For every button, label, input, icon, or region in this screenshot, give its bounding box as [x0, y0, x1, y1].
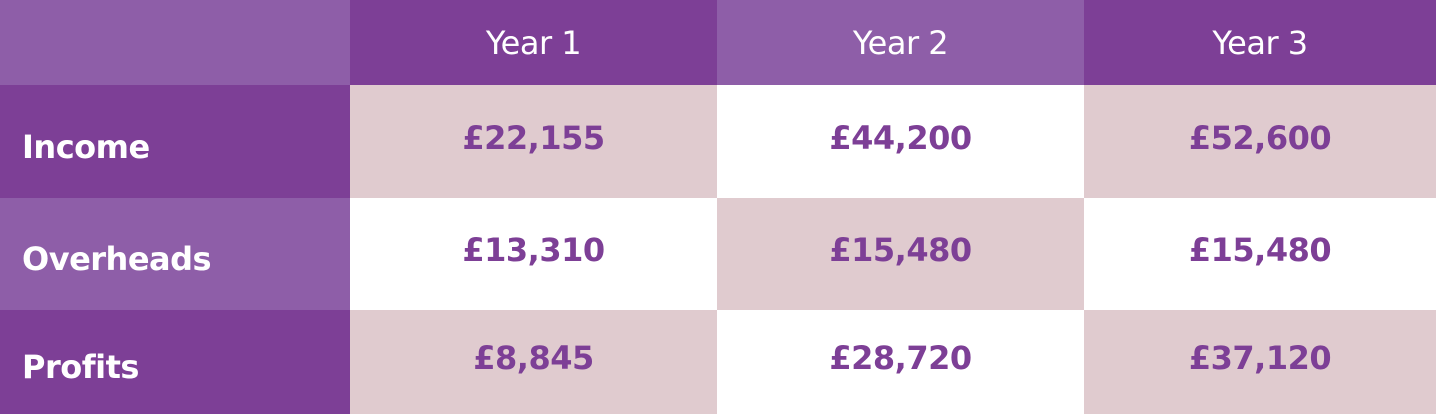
- value-cell: £28,720: [717, 310, 1084, 414]
- column-header: Year 2: [717, 0, 1084, 85]
- column-header: Year 1: [350, 0, 717, 85]
- row-label: Income: [0, 85, 350, 198]
- value-cell: £15,480: [1084, 198, 1436, 310]
- value-cell: £44,200: [717, 85, 1084, 198]
- row-label: Profits: [0, 310, 350, 414]
- value-cell: £22,155: [350, 85, 717, 198]
- value-cell: £15,480: [717, 198, 1084, 310]
- value-cell: £13,310: [350, 198, 717, 310]
- column-header: Year 3: [1084, 0, 1436, 85]
- value-cell: £8,845: [350, 310, 717, 414]
- row-label: Overheads: [0, 198, 350, 310]
- corner-cell: [0, 0, 350, 85]
- value-cell: £52,600: [1084, 85, 1436, 198]
- value-cell: £37,120: [1084, 310, 1436, 414]
